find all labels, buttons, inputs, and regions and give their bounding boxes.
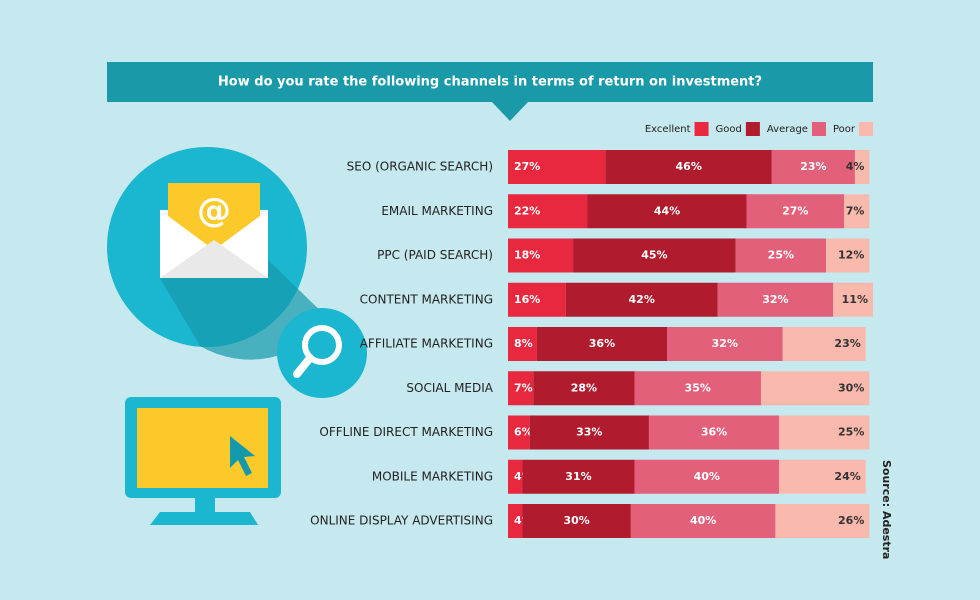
bar-segment (775, 504, 870, 538)
value-label: 35% (685, 381, 711, 394)
bar-segment (844, 194, 870, 229)
bar-segment (771, 150, 855, 184)
bar-segment (565, 282, 718, 317)
value-label: 8% (514, 337, 533, 350)
value-label: 23% (834, 337, 860, 350)
value-label: 4% (846, 160, 865, 173)
legend-label: Excellent (645, 124, 691, 135)
value-label: 28% (571, 381, 597, 394)
value-label: 45% (641, 249, 667, 262)
value-label: 32% (712, 337, 738, 350)
bar-segment (529, 415, 649, 450)
value-label: 7% (846, 204, 865, 217)
legend-swatch (745, 122, 760, 136)
bar-segment (826, 238, 870, 273)
value-label: 40% (694, 470, 720, 483)
value-label: 32% (762, 293, 788, 306)
bar-segment (735, 238, 827, 273)
bar-segment (648, 415, 780, 450)
category-label: OFFLINE DIRECT MARKETING (319, 425, 493, 439)
bar-segment (508, 282, 566, 317)
value-label: 16% (514, 293, 540, 306)
bar-segment (717, 282, 834, 317)
value-label: 27% (514, 160, 540, 173)
category-label: SOCIAL MEDIA (406, 381, 493, 395)
bar-segment (508, 459, 523, 494)
value-label: 24% (834, 470, 860, 483)
category-label: MOBILE MARKETING (372, 469, 493, 483)
legend-label: Poor (833, 124, 856, 135)
value-label: 12% (838, 249, 864, 262)
bar-segment (779, 415, 870, 450)
value-label: 11% (842, 293, 868, 306)
bar-segment (605, 150, 772, 184)
chart-title: How do you rate the following channels i… (218, 75, 762, 90)
bar-segment (508, 194, 588, 229)
bar-segment (630, 504, 776, 538)
category-label: AFFILIATE MARKETING (360, 337, 493, 351)
value-label: 26% (838, 514, 864, 527)
value-label: 36% (701, 426, 727, 439)
value-label: 46% (676, 160, 702, 173)
monitor-illustration (125, 397, 281, 525)
value-label: 6% (514, 426, 533, 439)
bar-segment (634, 459, 780, 494)
legend-label: Average (767, 124, 808, 135)
bar-segment (508, 504, 523, 538)
value-label: 36% (589, 337, 615, 350)
bar-segment (833, 282, 873, 317)
value-label: 30% (838, 381, 864, 394)
bar-segment (533, 371, 635, 406)
bar-segment (854, 150, 870, 184)
value-label: 33% (576, 426, 602, 439)
search-illustration (277, 308, 367, 398)
value-label: 30% (563, 514, 589, 527)
svg-text:@: @ (197, 191, 231, 231)
value-label: 23% (800, 160, 826, 173)
value-label: 31% (565, 470, 591, 483)
value-label: 40% (690, 514, 716, 527)
bar-segment (746, 194, 845, 229)
banner-pointer (492, 102, 528, 121)
value-label: 42% (629, 293, 655, 306)
legend-swatch (694, 122, 709, 136)
value-label: 25% (768, 249, 794, 262)
legend-label: Good (716, 124, 742, 135)
legend-swatch (811, 122, 826, 136)
value-label: 7% (514, 381, 533, 394)
category-label: CONTENT MARKETING (360, 292, 493, 306)
value-label: 44% (654, 204, 680, 217)
bar-segment (536, 327, 668, 361)
bar-segment (779, 459, 866, 494)
source-note: Source: Adestra (880, 460, 893, 559)
bar-segment (667, 327, 783, 361)
bar-segment (634, 371, 761, 406)
bar-segment (522, 504, 631, 538)
category-label: EMAIL MARKETING (381, 204, 493, 218)
value-label: 18% (514, 249, 540, 262)
value-label: 25% (838, 426, 864, 439)
bar-segment (508, 238, 574, 273)
category-label: SEO (ORGANIC SEARCH) (347, 160, 493, 174)
category-label: ONLINE DISPLAY ADVERTISING (310, 514, 493, 528)
bar-segment (573, 238, 736, 273)
value-label: 27% (782, 204, 808, 217)
bar-segment (508, 150, 606, 184)
value-label: 22% (514, 204, 540, 217)
bar-segment (522, 459, 635, 494)
bar-segment (508, 327, 537, 361)
bar-segment (508, 371, 534, 406)
legend-swatch (859, 122, 873, 136)
title-banner (107, 62, 873, 102)
category-label: PPC (PAID SEARCH) (377, 248, 493, 262)
bar-segment (760, 371, 870, 406)
bar-segment (782, 327, 866, 361)
bar-segment (587, 194, 747, 229)
bar-segment (508, 415, 530, 450)
